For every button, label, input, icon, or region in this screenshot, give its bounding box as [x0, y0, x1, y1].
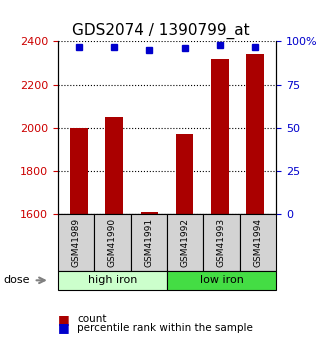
Text: ■: ■ — [58, 321, 70, 334]
Text: GDS2074 / 1390799_at: GDS2074 / 1390799_at — [72, 22, 249, 39]
Bar — [141, 212, 158, 214]
Text: low iron: low iron — [200, 275, 243, 285]
Text: ■: ■ — [58, 313, 70, 326]
Text: GSM41990: GSM41990 — [108, 218, 117, 267]
Bar — [176, 134, 193, 214]
Bar — [105, 117, 123, 214]
Bar — [211, 59, 229, 214]
Text: high iron: high iron — [88, 275, 137, 285]
Text: GSM41989: GSM41989 — [72, 218, 81, 267]
Text: GSM41991: GSM41991 — [144, 218, 153, 267]
Text: GSM41992: GSM41992 — [181, 218, 190, 267]
Bar — [70, 128, 88, 214]
Text: GSM41993: GSM41993 — [217, 218, 226, 267]
Text: dose: dose — [3, 275, 30, 285]
Text: percentile rank within the sample: percentile rank within the sample — [77, 323, 253, 333]
Text: count: count — [77, 314, 107, 324]
Bar — [246, 54, 264, 214]
Text: GSM41994: GSM41994 — [253, 218, 262, 267]
